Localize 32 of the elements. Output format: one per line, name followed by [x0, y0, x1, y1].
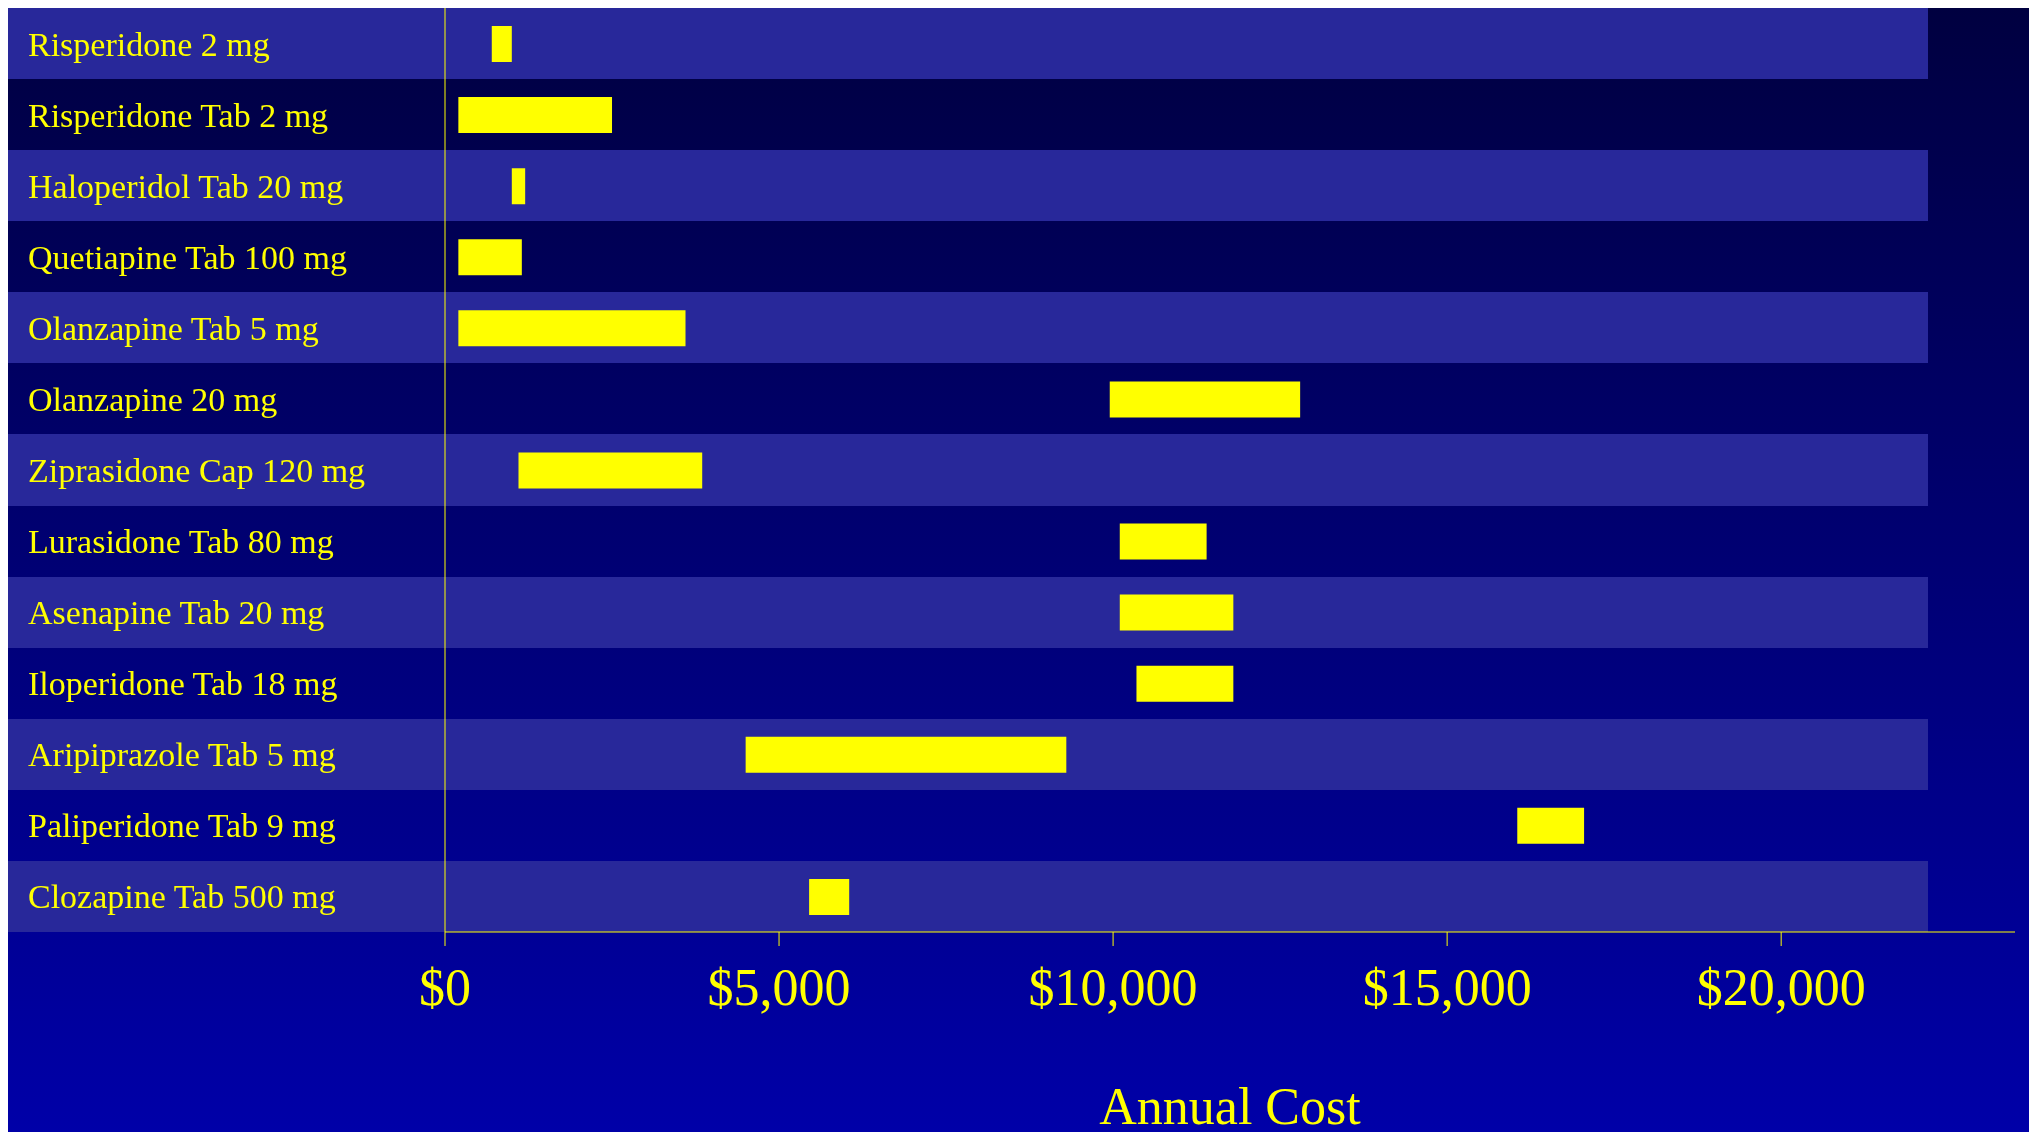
y-tick-label: Risperidone 2 mg — [28, 25, 270, 63]
bar — [458, 97, 613, 134]
bar — [745, 736, 1067, 773]
bar — [1119, 523, 1207, 560]
y-tick-label: Risperidone Tab 2 mg — [28, 96, 329, 134]
y-tick-label: Aripiprazole Tab 5 mg — [28, 736, 336, 774]
y-tick-label: Quetiapine Tab 100 mg — [28, 238, 347, 276]
x-tick-label: $0 — [419, 958, 471, 1016]
x-axis-title: Annual Cost — [1099, 1078, 1362, 1135]
bar — [1517, 807, 1585, 844]
bar — [458, 310, 686, 347]
bar — [809, 878, 850, 915]
x-tick-label: $20,000 — [1696, 958, 1866, 1016]
y-tick-label: Olanzapine 20 mg — [28, 380, 278, 418]
bar — [511, 168, 526, 205]
y-tick-label: Ziprasidone Cap 120 mg — [28, 452, 366, 489]
bar — [491, 26, 512, 62]
bar — [518, 452, 703, 489]
bar — [1136, 665, 1234, 702]
y-tick-label: Iloperidone Tab 18 mg — [28, 665, 338, 703]
y-tick-label: Paliperidone Tab 9 mg — [28, 807, 336, 845]
bar — [458, 239, 522, 276]
y-tick-label: Asenapine Tab 20 mg — [28, 594, 325, 632]
y-tick-label: Clozapine Tab 500 mg — [28, 878, 336, 916]
x-tick-label: $10,000 — [1028, 958, 1198, 1016]
y-tick-label: Lurasidone Tab 80 mg — [28, 523, 334, 561]
x-tick-label: $15,000 — [1362, 958, 1532, 1016]
y-tick-label: Olanzapine Tab 5 mg — [28, 309, 319, 347]
bar — [1119, 594, 1234, 631]
x-tick-label: $5,000 — [707, 958, 851, 1016]
bar — [1109, 381, 1301, 418]
y-tick-label: Haloperidol Tab 20 mg — [28, 167, 344, 205]
